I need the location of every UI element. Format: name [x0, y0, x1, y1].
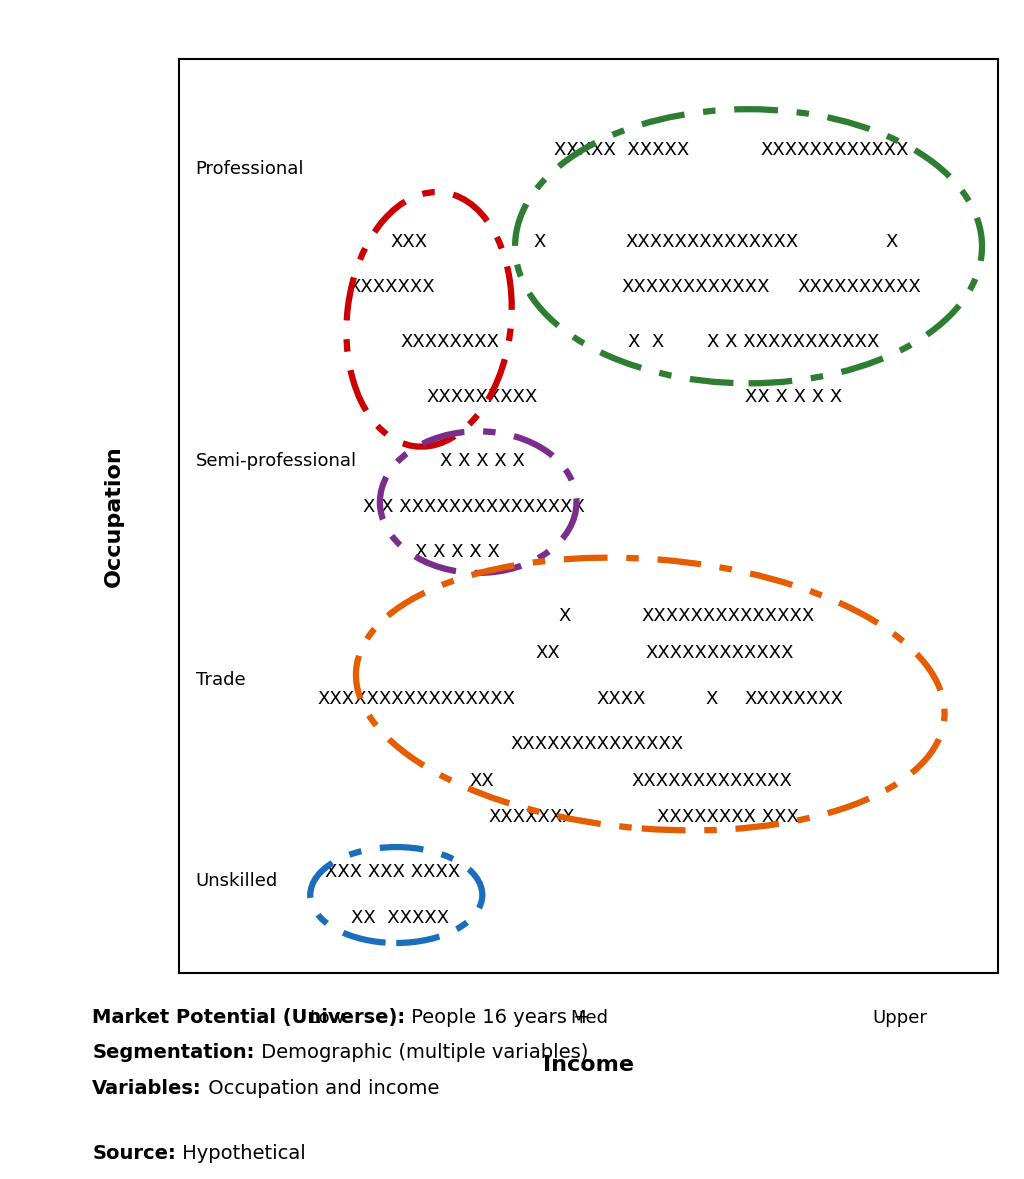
Text: Unskilled: Unskilled	[196, 872, 278, 890]
Text: Market Potential (Universe):: Market Potential (Universe):	[92, 1008, 406, 1027]
Text: X: X	[534, 232, 546, 251]
Text: XXXXXXXXXXXX: XXXXXXXXXXXX	[760, 141, 909, 159]
Text: X X X X X: X X X X X	[416, 544, 500, 561]
Text: XX  XXXXX: XX XXXXX	[351, 909, 450, 927]
Text: X  X: X X	[628, 334, 665, 351]
Text: XXXXXXXXX: XXXXXXXXX	[427, 388, 538, 406]
Text: XXXXXXXXXXXXXX: XXXXXXXXXXXXXX	[625, 232, 799, 251]
Text: Low: Low	[309, 1009, 344, 1027]
Text: X: X	[706, 690, 718, 707]
Text: XXXXXXXXXX: XXXXXXXXXX	[798, 278, 921, 296]
Text: XXXXXXXXXXXXXX: XXXXXXXXXXXXXX	[510, 736, 684, 753]
Text: Med: Med	[569, 1009, 608, 1027]
Text: XXXXXXX: XXXXXXX	[349, 278, 435, 296]
Text: Demographic (multiple variables): Demographic (multiple variables)	[255, 1043, 588, 1062]
Text: XXXXXXX: XXXXXXX	[488, 809, 574, 826]
Text: Upper: Upper	[872, 1009, 928, 1027]
Text: XXXXXXXXXXXXXXXX: XXXXXXXXXXXXXXXX	[317, 690, 516, 707]
Text: X X XXXXXXXXXXXXXXX: X X XXXXXXXXXXXXXXX	[364, 498, 585, 515]
Text: People 16 years +: People 16 years +	[406, 1008, 590, 1027]
Text: Source:: Source:	[92, 1144, 176, 1162]
Text: Segmentation:: Segmentation:	[92, 1043, 255, 1062]
Text: XXXXXXXX: XXXXXXXX	[744, 690, 843, 707]
Text: Occupation: Occupation	[103, 444, 124, 587]
Text: XXXXXXXXXXXXXX: XXXXXXXXXXXXXX	[641, 607, 815, 625]
Text: XXXX: XXXX	[597, 690, 646, 707]
Text: XX X X X X: XX X X X X	[745, 388, 842, 406]
Text: XXXXXXXX XXX: XXXXXXXX XXX	[657, 809, 799, 826]
Text: XXXXXXXXXXXX: XXXXXXXXXXXX	[645, 644, 795, 661]
Text: Hypothetical: Hypothetical	[176, 1144, 305, 1162]
Text: Semi-professional: Semi-professional	[196, 452, 356, 470]
Text: XXXXXXXX: XXXXXXXX	[400, 334, 499, 351]
Text: XXXXXXXXXXXXX: XXXXXXXXXXXXX	[631, 772, 793, 790]
Text: Income: Income	[544, 1055, 634, 1075]
Text: XX: XX	[536, 644, 560, 661]
Text: X X XXXXXXXXXXX: X X XXXXXXXXXXX	[708, 334, 880, 351]
Text: Professional: Professional	[196, 159, 304, 178]
Text: XXXXXXXXXXXX: XXXXXXXXXXXX	[621, 278, 770, 296]
Text: XX: XX	[470, 772, 495, 790]
Text: XXXXX  XXXXX: XXXXX XXXXX	[554, 141, 689, 159]
Text: XXX XXX XXXX: XXX XXX XXXX	[325, 863, 460, 881]
Text: Variables:: Variables:	[92, 1079, 202, 1098]
Text: X X X X X: X X X X X	[440, 452, 524, 470]
Text: XXX: XXX	[390, 232, 427, 251]
Text: Trade: Trade	[196, 671, 245, 690]
Text: Occupation and income: Occupation and income	[202, 1079, 439, 1098]
Text: X: X	[558, 607, 570, 625]
Text: X: X	[886, 232, 898, 251]
